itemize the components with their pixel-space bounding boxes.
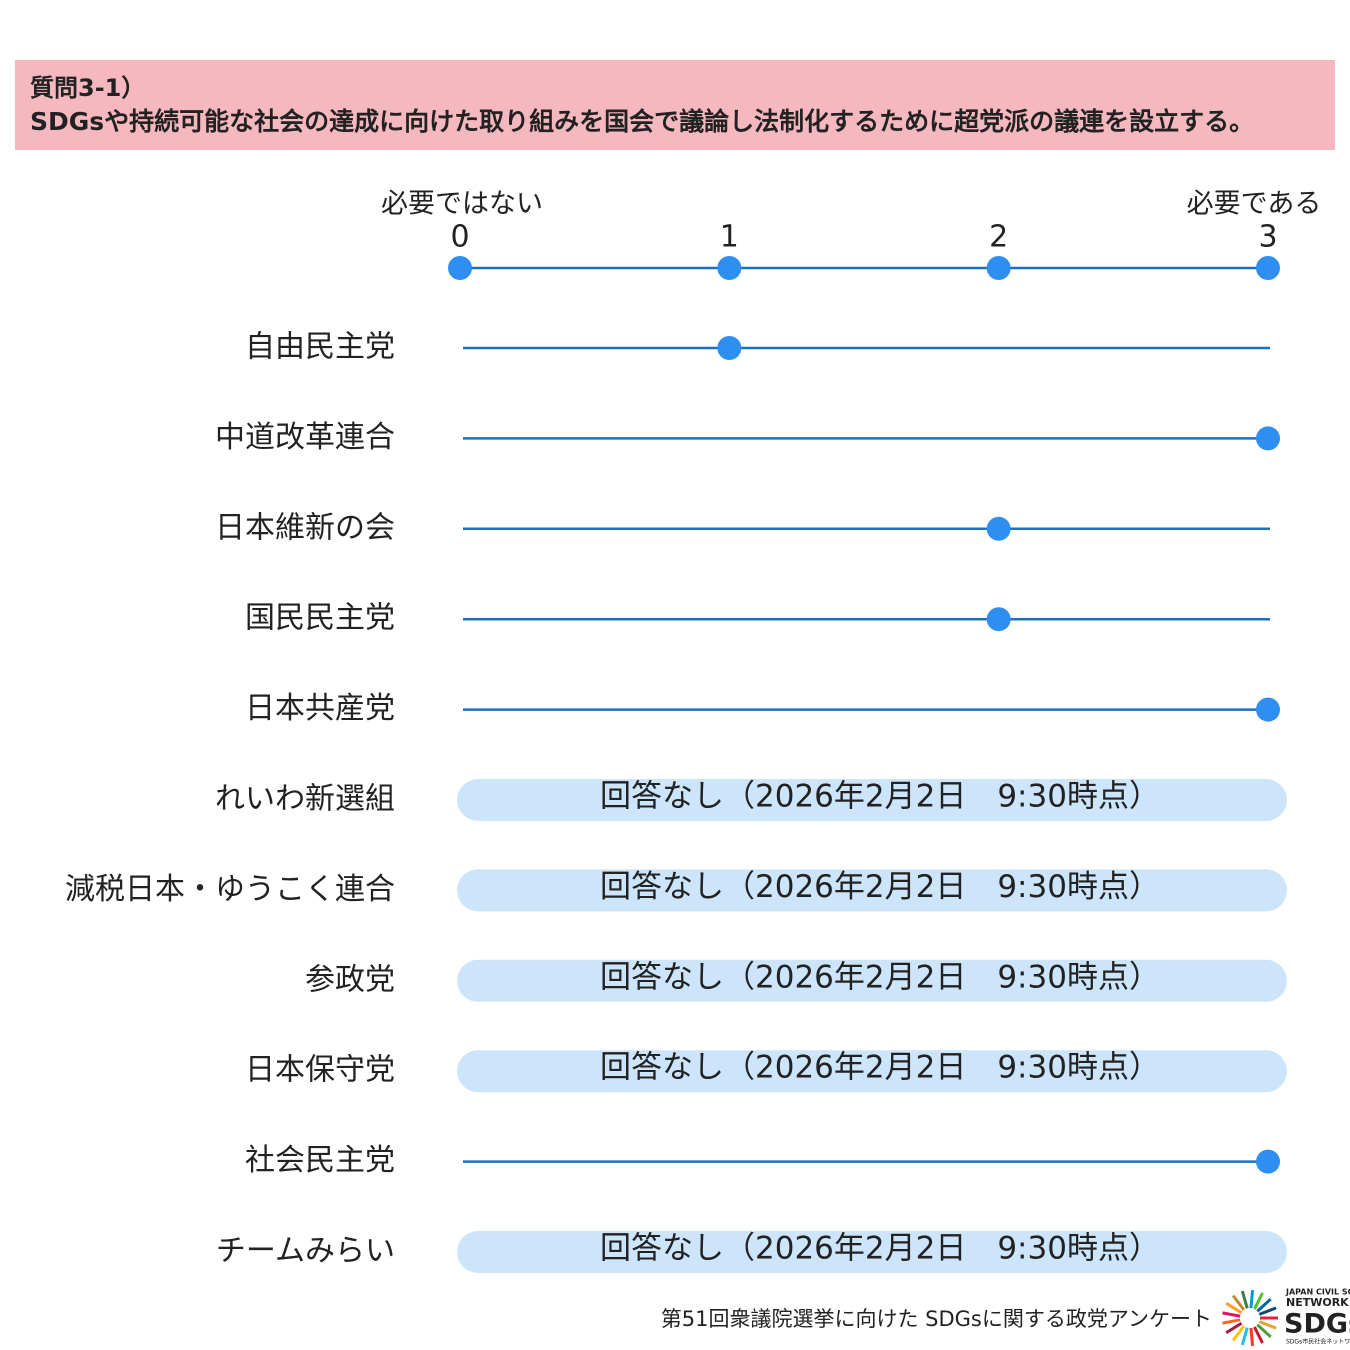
tick-dot	[448, 256, 472, 280]
logo-text: NETWORK ON	[1286, 1296, 1350, 1309]
x-tick-label: 0	[450, 220, 469, 255]
logo-ray	[1256, 1323, 1272, 1338]
row-label: れいわ新選組	[215, 782, 395, 817]
row-label: 日本共産党	[245, 691, 395, 726]
logo-ray	[1225, 1301, 1243, 1315]
logo-ray	[1222, 1318, 1241, 1325]
x-tick-label: 3	[1258, 220, 1277, 255]
row-label: 日本維新の会	[215, 510, 395, 545]
logo-ray	[1258, 1306, 1277, 1316]
x-max-label: 必要である	[1187, 189, 1322, 220]
row-label: 中道改革連合	[215, 420, 395, 455]
no-answer-label: 回答なし（2026年2月2日 9:30時点）	[600, 869, 1160, 905]
logo-ray	[1249, 1289, 1255, 1309]
logo-ray	[1253, 1326, 1264, 1344]
row-label: 減税日本・ゆうこく連合	[65, 872, 395, 907]
logo-ray	[1240, 1290, 1249, 1309]
logo-ray	[1231, 1294, 1246, 1311]
x-min-label: 必要ではない	[381, 189, 543, 220]
logo-ray	[1256, 1298, 1272, 1313]
no-answer-band	[457, 1231, 1287, 1273]
logo-ray	[1253, 1292, 1264, 1310]
logo-ray	[1231, 1325, 1246, 1342]
no-answer-label: 回答なし（2026年2月2日 9:30時点）	[600, 1231, 1160, 1267]
logo-text: JAPAN CIVIL SOCIETY	[1285, 1288, 1350, 1297]
row-label: 国民民主党	[245, 601, 395, 636]
logo-wheel	[1222, 1289, 1278, 1347]
no-answer-band	[457, 869, 1287, 912]
no-answer-label: 回答なし（2026年2月2日 9:30時点）	[600, 779, 1160, 815]
logo-ray	[1249, 1327, 1255, 1347]
logo-text: SDGs市民社会ネットワーク	[1286, 1338, 1350, 1346]
dot	[986, 607, 1011, 632]
row-label: 参政党	[305, 962, 395, 997]
dot	[986, 516, 1011, 541]
dot	[1256, 1149, 1280, 1174]
logo-ray	[1240, 1327, 1249, 1346]
no-answer-band	[457, 959, 1287, 1002]
footer: 第51回衆議院選挙に向けた SDGsに関する政党アンケート	[661, 1307, 1212, 1331]
logo-ray	[1225, 1321, 1243, 1335]
header-box	[15, 60, 1335, 150]
dot	[717, 336, 742, 360]
row-label: 日本保守党	[245, 1053, 395, 1088]
no-answer-label: 回答なし（2026年2月2日 9:30時点）	[600, 959, 1160, 995]
row-label: 自由民主党	[245, 330, 395, 365]
x-tick-label: 1	[720, 220, 739, 255]
x-tick-label: 2	[989, 220, 1008, 255]
dot	[1256, 426, 1280, 451]
question: SDGsや持続可能な社会の達成に向けた取り組みを国会で議論し法制化するために超党…	[30, 107, 1254, 136]
tick-dot	[986, 256, 1011, 280]
logo-ray	[1258, 1320, 1277, 1330]
row-label: 社会民主党	[245, 1143, 395, 1178]
no-answer-band	[457, 779, 1287, 821]
logo-text: SDGs	[1284, 1309, 1350, 1340]
tick-dot	[1256, 256, 1280, 280]
chart-title: 質問3-1）	[30, 74, 145, 102]
no-answer-label: 回答なし（2026年2月2日 9:30時点）	[600, 1050, 1160, 1086]
row-label: チームみらい	[216, 1234, 395, 1269]
logo-ray	[1222, 1311, 1241, 1318]
tick-dot	[717, 256, 742, 280]
dot	[1256, 697, 1280, 722]
no-answer-band	[457, 1050, 1287, 1093]
